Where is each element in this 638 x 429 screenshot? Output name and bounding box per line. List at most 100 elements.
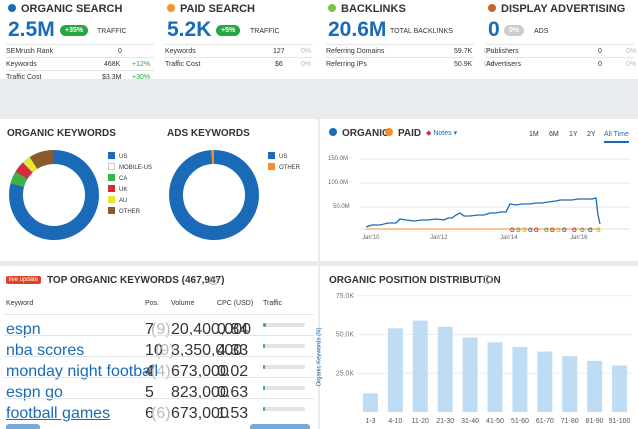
x-tick-label: 11-20 — [412, 418, 429, 425]
table-row: football games 6 (6) 673,000 1.53 — [4, 398, 314, 422]
backlinks-value[interactable]: 20.6M — [328, 18, 387, 41]
display-ads-value[interactable]: 0 — [488, 18, 500, 41]
position-distribution-title: ORGANIC POSITION DISTRIBUTION — [329, 275, 501, 286]
traffic-bar-fill — [263, 386, 265, 390]
organic-slice-other — [29, 150, 55, 170]
col-volume[interactable]: Volume — [171, 300, 195, 307]
display-row-publishers[interactable]: Publishers 0 0% — [486, 44, 636, 57]
bar-81-90[interactable] — [587, 360, 603, 412]
backlinks-row-ips[interactable]: Referring IPs 50.9K 0% — [326, 57, 494, 70]
paid-traffic-value[interactable]: 5.2K — [167, 18, 212, 41]
col-traffic[interactable]: Traffic — [263, 300, 283, 307]
legend-au[interactable]: AU — [108, 196, 127, 204]
keyword-link[interactable]: football games — [6, 405, 111, 422]
bar-71-80[interactable] — [562, 356, 578, 412]
bar-31-40[interactable] — [462, 337, 478, 412]
keyword-link[interactable]: espn — [6, 321, 41, 338]
svg-text:G: G — [556, 228, 561, 234]
organic-slice-uk — [15, 162, 33, 180]
period-2y[interactable]: 2Y — [587, 131, 596, 138]
legend-ca[interactable]: CA — [108, 174, 127, 182]
trend-organic-toggle[interactable]: ORGANIC — [329, 128, 389, 139]
y-tick-label: 25.0K — [336, 370, 355, 377]
period-6m[interactable]: 6M — [549, 131, 559, 138]
svg-text:G: G — [580, 228, 585, 234]
organic-search-widget[interactable]: ORGANIC SEARCH 2.5M +35% TRAFFIC SEMrush… — [0, 0, 158, 81]
x-tick-jan16: Jan'16 — [570, 235, 588, 241]
legend-uk[interactable]: UK — [108, 185, 127, 193]
x-tick-label: 31-40 — [461, 418, 479, 425]
notes-diamond-icon: ◆ — [426, 130, 432, 137]
bar-91-100[interactable] — [612, 365, 628, 413]
chevron-down-icon: ▾ — [453, 130, 458, 137]
x-tick-label: 91-100 — [609, 418, 631, 425]
paid-traffic-change-badge: +5% — [216, 25, 241, 36]
display-dot-icon — [488, 4, 496, 12]
view-full-report-button[interactable] — [6, 424, 40, 429]
svg-text:G: G — [562, 228, 567, 234]
bar-11-20[interactable] — [412, 320, 428, 412]
info-icon[interactable]: i — [209, 276, 218, 285]
y-tick-150m: 150.0M — [328, 156, 349, 162]
y-tick-label: 75.0K — [336, 293, 355, 300]
organic-row-keywords[interactable]: Keywords 468K +12% — [6, 57, 154, 70]
backlinks-title[interactable]: BACKLINKS — [328, 3, 406, 15]
svg-text:G: G — [534, 228, 539, 234]
bar-41-50[interactable] — [487, 342, 503, 412]
display-advertising-widget[interactable]: DISPLAY ADVERTISING 0 0% ADS Publishers 0… — [480, 0, 638, 79]
backlinks-widget[interactable]: BACKLINKS 20.6M TOTAL BACKLINKS Referrin… — [320, 0, 494, 79]
organic-dot-icon — [8, 4, 16, 12]
paid-row-traffic-cost[interactable]: Traffic Cost $6 0% — [165, 57, 313, 70]
col-keyword[interactable]: Keyword — [6, 300, 34, 307]
paid-search-title[interactable]: PAID SEARCH — [167, 3, 255, 15]
svg-text:G: G — [510, 228, 515, 234]
paid-search-widget[interactable]: PAID SEARCH 5.2K +5% TRAFFIC Keywords 127… — [160, 0, 318, 79]
display-row-advertisers[interactable]: Advertisers 0 0% — [486, 57, 636, 70]
paid-dot-icon — [167, 4, 175, 12]
x-tick-label: 21-30 — [436, 418, 454, 425]
ads-legend-us[interactable]: US — [268, 152, 287, 160]
legend-mobile-us[interactable]: MOBILE-US — [108, 163, 152, 171]
display-advertising-title[interactable]: DISPLAY ADVERTISING — [488, 3, 625, 15]
organic-search-title[interactable]: ORGANIC SEARCH — [8, 3, 122, 15]
bar-1-3[interactable] — [362, 393, 378, 412]
period-all-time[interactable]: All Time — [604, 131, 629, 143]
bar-61-70[interactable] — [537, 351, 553, 412]
svg-text:G: G — [544, 228, 549, 234]
period-1y[interactable]: 1Y — [569, 131, 578, 138]
trend-notes-dropdown[interactable]: ◆ Notes ▾ — [426, 130, 458, 137]
organic-keywords-donut[interactable] — [6, 147, 102, 243]
keyword-link[interactable]: monday night football — [6, 363, 159, 380]
traffic-trend-panel: ORGANIC PAID ◆ Notes ▾ 1M 6M 1Y 2Y All T… — [320, 119, 638, 261]
export-button[interactable] — [250, 424, 310, 429]
x-tick-label: 51-60 — [511, 418, 529, 425]
organic-traffic-value[interactable]: 2.5M — [8, 18, 55, 41]
ads-keywords-title: ADS KEYWORDS — [167, 128, 250, 139]
svg-text:G: G — [588, 228, 593, 234]
bar-51-60[interactable] — [512, 346, 528, 412]
organic-row-traffic-cost[interactable]: Traffic Cost $3.3M +30% — [6, 70, 154, 83]
backlinks-dot-icon — [328, 4, 336, 12]
trend-paid-toggle[interactable]: PAID — [385, 128, 421, 139]
period-1m[interactable]: 1M — [529, 131, 539, 138]
col-cpc[interactable]: CPC (USD) — [217, 300, 254, 307]
ads-legend-other[interactable]: OTHER — [268, 163, 300, 171]
keyword-link[interactable]: espn go — [6, 384, 63, 401]
info-icon[interactable]: i — [483, 275, 492, 284]
display-ads-unit: ADS — [534, 28, 549, 35]
legend-other[interactable]: OTHER — [108, 207, 140, 215]
legend-us[interactable]: US — [108, 152, 127, 160]
position-distribution-panel: ORGANIC POSITION DISTRIBUTION i Organic … — [317, 266, 638, 429]
y-tick-100m: 100.0M — [328, 180, 349, 186]
bar-21-30[interactable] — [437, 326, 453, 412]
keyword-link[interactable]: nba scores — [6, 342, 85, 359]
bar-4-10[interactable] — [387, 328, 403, 412]
backlinks-row-domains[interactable]: Referring Domains 59.7K 0% — [326, 44, 494, 57]
col-pos[interactable]: Pos. — [145, 300, 160, 307]
ads-keywords-donut[interactable] — [166, 147, 262, 243]
paid-dot-icon — [385, 128, 393, 136]
position-distribution-chart[interactable]: 75.0K 50.0K 25.0K 1-3 4-10 11-20 21-30 31-40 41-… — [320, 266, 638, 429]
paid-row-keywords[interactable]: Keywords 127 0% — [165, 44, 313, 57]
